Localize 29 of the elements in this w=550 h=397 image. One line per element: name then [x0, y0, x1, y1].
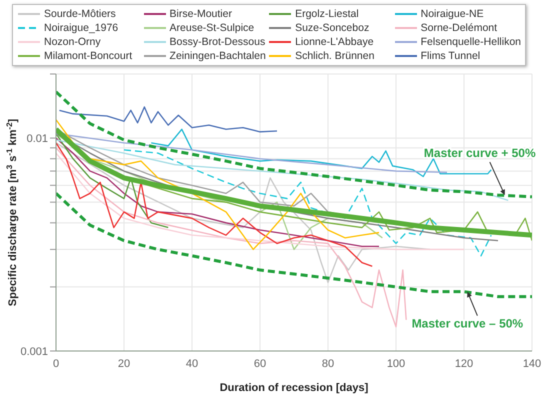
legend-label: Sourde-Môtiers: [44, 8, 116, 20]
legend-label: Flims Tunnel: [420, 50, 480, 62]
x-tick-label: 100: [386, 358, 406, 370]
legend-label: Lionne-L'Abbaye: [295, 36, 374, 48]
x-tick-label: 80: [322, 358, 334, 370]
annotation: Master curve + 50%: [424, 146, 536, 160]
legend-label: Schlich. Brünnen: [295, 50, 374, 62]
x-tick-label: 0: [52, 358, 60, 370]
annotation: Master curve – 50%: [412, 316, 524, 331]
legend-label: Milamont-Boncourt: [44, 50, 132, 62]
legend-label: Noiraigue-NE: [420, 8, 484, 20]
y-tick-label: 0.001: [20, 346, 48, 358]
legend-label: Noiraigue_1976: [44, 22, 118, 34]
legend-label: Zeiningen-Bachtalen: [170, 50, 266, 62]
x-tick-label: 120: [454, 358, 474, 370]
x-tick-label: 40: [186, 358, 198, 370]
legend-label: Suze-Sonceboz: [295, 22, 370, 34]
legend-label: Ergolz-Liestal: [295, 8, 359, 20]
legend-label: Felsenquelle-Hellikon: [420, 36, 521, 48]
y-tick-label: 0.01: [26, 132, 48, 145]
legend-label: Nozon-Orny: [44, 36, 101, 48]
x-tick-label: 60: [254, 358, 266, 370]
x-tick-label: 20: [118, 358, 130, 370]
x-tick-label: 140: [522, 358, 542, 370]
legend-label: Areuse-St-Sulpice: [170, 22, 254, 34]
legend-label: Sorne-Delémont: [420, 22, 498, 34]
x-axis-title: Duration of recession [days]: [220, 382, 369, 394]
legend-label: Birse-Moutier: [170, 8, 232, 20]
legend-label: Bossy-Brot-Dessous: [170, 36, 266, 48]
